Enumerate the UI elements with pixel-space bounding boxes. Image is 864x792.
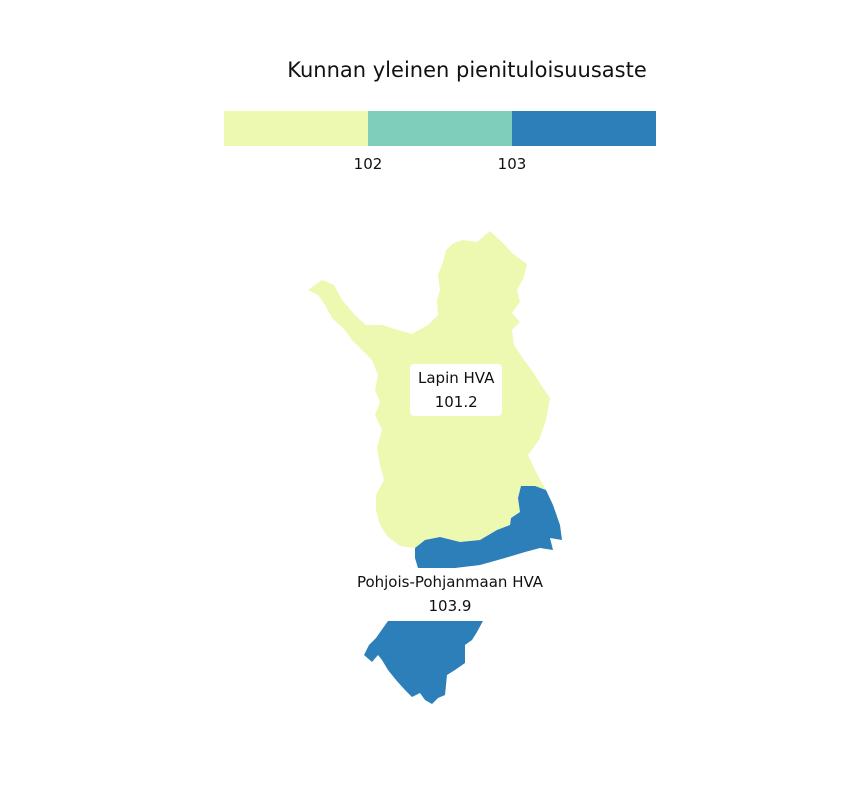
legend-swatch-low xyxy=(224,111,368,146)
legend-title: Kunnan yleinen pienituloisuusaste xyxy=(287,58,647,82)
region-pohjois-pohjanmaan-hva[interactable] xyxy=(415,486,562,568)
region-label-pohjois-pohjanmaan-hva: Pohjois-Pohjanmaan HVA 103.9 xyxy=(346,570,554,618)
region-name: Lapin HVA xyxy=(418,369,495,387)
legend-swatch-high xyxy=(512,111,656,146)
legend-tick-label: 103 xyxy=(497,155,527,173)
legend-tick-label: 102 xyxy=(353,155,383,173)
region-value: 103.9 xyxy=(428,597,472,615)
region-value: 101.2 xyxy=(434,393,478,411)
legend-swatch-mid xyxy=(368,111,512,146)
region-label-lapin-hva: Lapin HVA 101.2 xyxy=(410,364,503,416)
region-name: Pohjois-Pohjanmaan HVA xyxy=(356,573,544,591)
legend-color-bar xyxy=(224,111,656,146)
region-pohjois-pohjanmaan-hva-south[interactable] xyxy=(364,621,483,704)
